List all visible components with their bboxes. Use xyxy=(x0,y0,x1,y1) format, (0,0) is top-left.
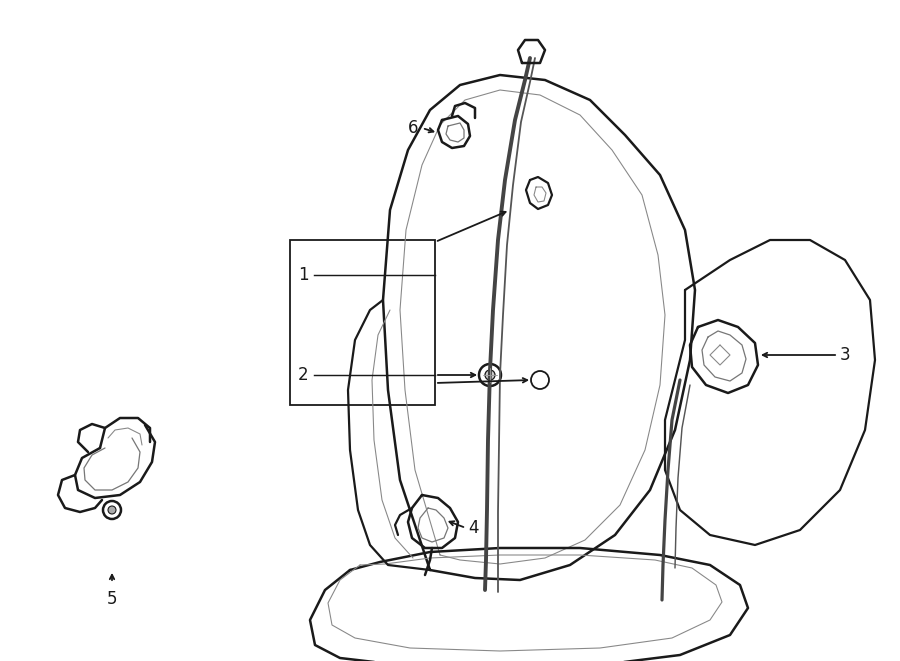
Text: 3: 3 xyxy=(840,346,850,364)
Text: 2: 2 xyxy=(298,366,309,384)
Circle shape xyxy=(108,506,116,514)
Text: 5: 5 xyxy=(107,590,117,608)
Text: 6: 6 xyxy=(408,119,418,137)
Text: 1: 1 xyxy=(298,266,309,284)
Bar xyxy=(290,240,435,405)
Circle shape xyxy=(531,371,549,389)
Circle shape xyxy=(479,364,501,386)
Circle shape xyxy=(485,370,495,380)
Text: 4: 4 xyxy=(468,519,479,537)
Circle shape xyxy=(103,501,121,519)
